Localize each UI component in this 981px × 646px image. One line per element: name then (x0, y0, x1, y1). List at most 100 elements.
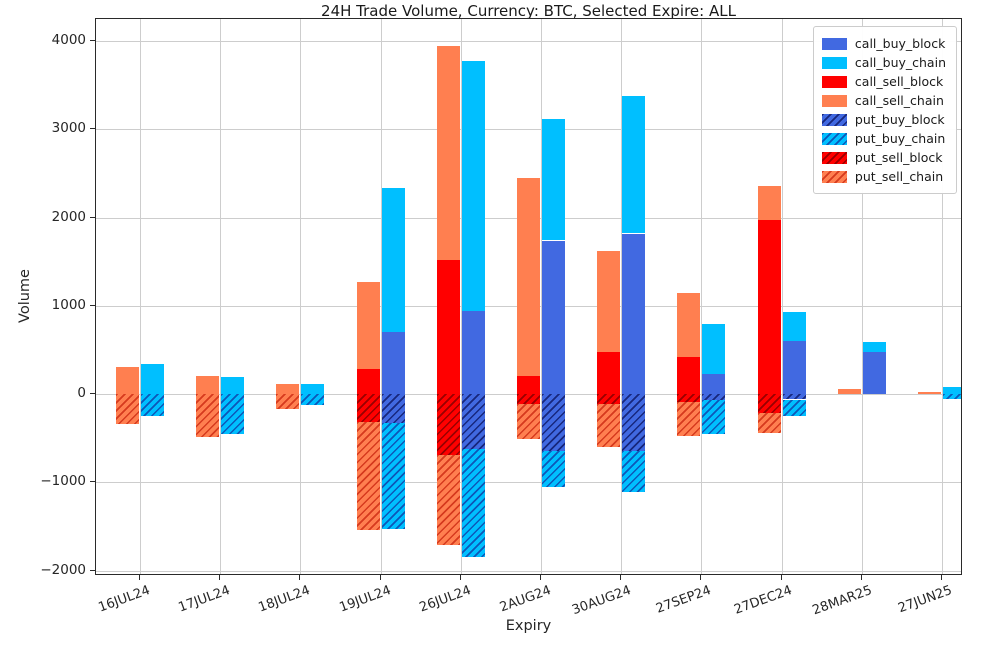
bar-segment-put_buy_chain (301, 394, 325, 405)
chart-title: 24H Trade Volume, Currency: BTC, Selecte… (321, 2, 736, 20)
x-tick-mark (540, 575, 541, 580)
y-tick-mark (90, 393, 95, 395)
y-tick-label: −2000 (40, 561, 86, 578)
bar-segment-call_sell_block (356, 369, 380, 395)
legend-patch-put_sell_chain (821, 170, 847, 183)
bar-segment-put_sell_chain (597, 403, 621, 448)
bar-segment-call_buy_block (702, 373, 726, 395)
bar-segment-call_buy_chain (461, 61, 485, 312)
bar-segment-call_buy_chain (943, 387, 961, 395)
bar-segment-put_buy_chain (221, 394, 245, 434)
bar-segment-put_sell_block (436, 394, 460, 456)
bar-segment-put_sell_chain (116, 394, 139, 425)
bar-segment-put_buy_block (381, 394, 405, 424)
bar-segment-call_sell_chain (837, 388, 861, 395)
bar-segment-put_buy_chain (381, 423, 405, 530)
bar-segment-call_sell_chain (356, 282, 380, 370)
bar-segment-call_sell_chain (597, 251, 621, 352)
bar-segment-put_buy_block (542, 394, 565, 451)
bar-segment-call_sell_chain (517, 177, 540, 376)
legend-label: call_buy_block (854, 36, 946, 51)
y-gridline (96, 41, 961, 43)
x-tick-mark (941, 575, 942, 580)
legend-label: put_sell_block (854, 150, 943, 165)
bar-segment-call_buy_chain (782, 312, 806, 342)
bar-segment-call_buy_chain (381, 187, 405, 333)
bar-segment-call_buy_chain (301, 384, 325, 395)
legend-label: put_buy_chain (854, 131, 946, 146)
bar-segment-call_buy_chain (862, 342, 886, 352)
bar-segment-put_sell_chain (757, 412, 781, 433)
x-tick-mark (860, 575, 862, 580)
legend-patch-call_sell_chain (821, 94, 847, 107)
bar-segment-put_buy_chain (782, 399, 806, 417)
bar-segment-put_buy_block (461, 394, 485, 449)
bar-segment-call_sell_chain (757, 185, 781, 221)
y-tick-label: −1000 (40, 473, 86, 490)
bar-segment-call_buy_block (862, 351, 886, 395)
legend-row: put_sell_block (821, 148, 946, 167)
legend-row: put_sell_chain (821, 167, 946, 186)
x-gridline (220, 19, 222, 574)
bar-segment-call_buy_chain (702, 323, 726, 374)
bar-segment-put_sell_block (356, 394, 380, 422)
y-gridline (96, 482, 961, 484)
bar-segment-put_sell_chain (677, 402, 701, 437)
bar-segment-call_sell_chain (436, 46, 460, 260)
bar-segment-call_sell_block (517, 375, 540, 395)
y-axis-label: Volume (17, 269, 33, 323)
x-axis-label: Expiry (505, 618, 552, 634)
bar-segment-put_sell_block (597, 394, 621, 404)
x-tick-mark (379, 575, 381, 580)
bar-segment-put_buy_chain (141, 394, 164, 417)
legend-row: call_buy_block (821, 34, 946, 53)
legend-label: put_sell_chain (854, 169, 944, 184)
bar-segment-put_sell_chain (436, 455, 460, 546)
legend-patch-call_buy_chain (821, 56, 847, 69)
y-tick-mark (90, 40, 95, 42)
bar-segment-call_buy_block (622, 233, 646, 395)
legend-label: put_buy_block (854, 112, 945, 127)
bar-segment-call_buy_chain (542, 118, 565, 241)
x-tick-mark (780, 575, 782, 580)
y-tick-label: 3000 (51, 120, 86, 137)
x-tick-mark (139, 575, 140, 580)
x-gridline (541, 19, 542, 574)
legend-label: call_sell_block (854, 74, 944, 89)
bar-segment-put_sell_chain (196, 394, 220, 437)
bar-segment-call_sell_block (597, 351, 621, 395)
x-gridline (460, 19, 462, 574)
bar-segment-call_sell_block (677, 357, 701, 395)
bar-segment-put_sell_block (517, 394, 540, 404)
bar-segment-call_buy_block (542, 240, 565, 395)
y-tick-mark (90, 128, 95, 130)
y-tick-mark (90, 216, 95, 218)
bar-segment-call_buy_block (461, 311, 485, 395)
bar-segment-call_buy_block (782, 341, 806, 395)
x-gridline (701, 19, 703, 574)
x-gridline (300, 19, 302, 574)
bar-segment-call_sell_chain (276, 383, 300, 395)
bar-segment-put_sell_chain (356, 421, 380, 531)
bar-segment-put_buy_chain (622, 450, 646, 493)
x-tick-mark (459, 575, 461, 580)
bar-segment-put_buy_block (702, 394, 726, 401)
bar-segment-call_sell_block (757, 220, 781, 395)
bar-segment-put_sell_chain (517, 403, 540, 440)
bar-segment-call_buy_chain (221, 376, 245, 395)
x-gridline (781, 19, 783, 574)
bar-segment-put_sell_block (757, 394, 781, 413)
y-tick-mark (90, 481, 95, 483)
y-tick-label: 0 (77, 385, 86, 402)
y-tick-label: 2000 (51, 208, 86, 225)
x-gridline (942, 19, 943, 574)
bar-segment-put_sell_chain (276, 394, 300, 410)
legend-row: put_buy_block (821, 110, 946, 129)
legend-row: put_buy_chain (821, 129, 946, 148)
legend-label: call_buy_chain (854, 55, 946, 70)
bar-segment-call_sell_chain (196, 375, 220, 395)
y-tick-mark (90, 304, 95, 306)
bar-segment-call_buy_block (381, 332, 405, 395)
bar-segment-put_buy_chain (461, 448, 485, 558)
